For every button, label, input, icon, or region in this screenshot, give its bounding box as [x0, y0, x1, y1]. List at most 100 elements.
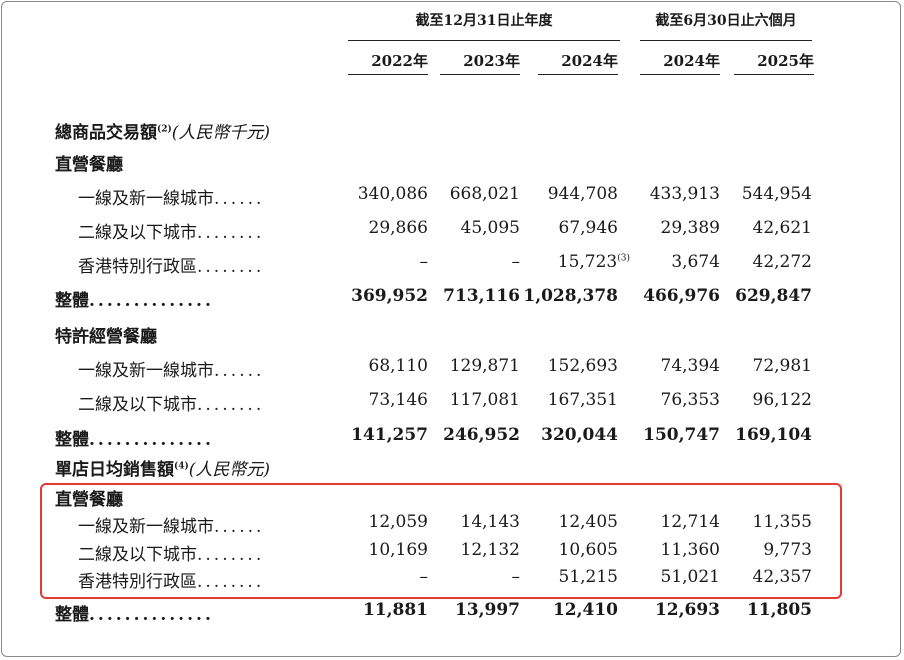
row-label: 一線及新一線城市...... — [78, 361, 265, 381]
footnote-mark: (3) — [617, 253, 630, 264]
row-label: 整體.............. — [55, 605, 214, 625]
cell-2022: – — [419, 567, 429, 587]
row-label: 二線及以下城市........ — [78, 545, 265, 565]
table-row: 二線及以下城市........ 29,866 45,095 67,946 29,… — [0, 218, 904, 248]
cell-2024: 10,605 — [558, 540, 618, 560]
cell-2022: 141,257 — [351, 425, 428, 445]
table-row-total: 整體.............. 141,257 246,952 320,044… — [0, 425, 904, 455]
cell-2023: 13,997 — [454, 600, 520, 620]
year-header-2024: 2024年 — [561, 52, 618, 70]
cell-2023: 117,081 — [449, 390, 520, 410]
cell-2025-h1: 72,981 — [752, 356, 812, 376]
group-title-direct: 直營餐廳 — [55, 490, 123, 510]
table-row: 一線及新一線城市...... 68,110 129,871 152,693 74… — [0, 356, 904, 386]
year-rule-2024-h1 — [640, 74, 720, 75]
cell-2025-h1: 42,621 — [752, 218, 812, 238]
cell-2024-h1: 74,394 — [660, 356, 720, 376]
cell-2024: 12,410 — [552, 600, 618, 620]
cell-2023: – — [511, 252, 521, 272]
cell-2023: 14,143 — [460, 512, 520, 532]
unit-label: (人民幣千元) — [171, 123, 271, 143]
row-label: 香港特別行政區........ — [78, 257, 265, 277]
cell-2025-h1: 544,954 — [741, 184, 812, 204]
cell-2024: 152,693 — [547, 356, 618, 376]
cell-2024-h1: 433,913 — [649, 184, 720, 204]
cell-2024: 1,028,378 — [523, 286, 618, 306]
cell-2024: 15,723(3) — [557, 252, 630, 272]
group-title-franchise: 特許經營餐廳 — [55, 327, 157, 347]
group-title-direct: 直營餐廳 — [55, 155, 123, 175]
cell-2025-h1: 9,773 — [763, 540, 812, 560]
header-annual-group: 截至12月31日止年度 — [415, 13, 553, 29]
table-row: 二線及以下城市........ 73,146 117,081 167,351 7… — [0, 390, 904, 420]
unit-label: (人民幣元) — [188, 460, 271, 480]
row-label: 一線及新一線城市...... — [78, 517, 265, 537]
row-label: 香港特別行政區........ — [78, 572, 265, 592]
cell-2024: 51,215 — [558, 567, 618, 587]
row-label: 一線及新一線城市...... — [78, 189, 265, 209]
header-annual-rule — [348, 40, 620, 41]
cell-2025-h1: 169,104 — [735, 425, 812, 445]
footnote-mark: (4) — [174, 461, 189, 472]
cell-2025-h1: 11,805 — [746, 600, 812, 620]
year-header-2024-h1: 2024年 — [663, 52, 720, 70]
cell-2024: 167,351 — [547, 390, 618, 410]
table-row-total: 整體.............. 11,881 13,997 12,410 12… — [0, 600, 904, 630]
table-row: 香港特別行政區........ – – 15,723(3) 3,674 42,2… — [0, 252, 904, 282]
cell-2022: 369,952 — [351, 286, 428, 306]
cell-2024-h1: 12,714 — [660, 512, 720, 532]
cell-2025-h1: 11,355 — [752, 512, 812, 532]
cell-2024-h1: 3,674 — [671, 252, 720, 272]
cell-2025-h1: 42,272 — [752, 252, 812, 272]
year-rule-2022 — [348, 74, 428, 75]
table-row: 香港特別行政區........ – – 51,215 51,021 42,357 — [0, 567, 904, 597]
year-rule-2023 — [440, 74, 520, 75]
cell-2024-h1: 29,389 — [660, 218, 720, 238]
header-half-group: 截至6月30日止六個月 — [655, 13, 797, 29]
cell-2024: 67,946 — [558, 218, 618, 238]
row-label: 整體.............. — [55, 291, 214, 311]
table-row-total: 整體.............. 369,952 713,116 1,028,3… — [0, 286, 904, 316]
cell-2022: 340,086 — [357, 184, 428, 204]
cell-2025-h1: 96,122 — [752, 390, 812, 410]
header-half-rule — [640, 40, 812, 41]
section-title-daily-sales: 單店日均銷售額(4)(人民幣元) — [55, 455, 270, 480]
cell-2024-h1: 150,747 — [643, 425, 720, 445]
cell-2022: 12,059 — [368, 512, 428, 532]
table-row: 二線及以下城市........ 10,169 12,132 10,605 11,… — [0, 540, 904, 570]
cell-2022: 10,169 — [368, 540, 428, 560]
cell-2023: – — [511, 567, 521, 587]
row-label: 二線及以下城市........ — [78, 395, 265, 415]
cell-2022: 11,881 — [362, 600, 428, 620]
year-rule-2025-h1 — [734, 74, 814, 75]
cell-2024: 944,708 — [547, 184, 618, 204]
cell-2024-h1: 466,976 — [643, 286, 720, 306]
cell-2024-h1: 51,021 — [660, 567, 720, 587]
section-title-gmv: 總商品交易額(2)(人民幣千元) — [55, 118, 270, 143]
cell-2023: 246,952 — [443, 425, 520, 445]
cell-2022: 68,110 — [368, 356, 428, 376]
cell-2024: 12,405 — [558, 512, 618, 532]
year-header-2025-h1: 2025年 — [757, 52, 814, 70]
section-title-text: 單店日均銷售額 — [55, 460, 174, 480]
year-rule-2024 — [538, 74, 618, 75]
cell-2024-h1: 12,693 — [654, 600, 720, 620]
cell-2022: 73,146 — [368, 390, 428, 410]
cell-2023: 12,132 — [460, 540, 520, 560]
cell-2023: 45,095 — [460, 218, 520, 238]
cell-2024-h1: 11,360 — [660, 540, 720, 560]
cell-2022: – — [419, 252, 429, 272]
cell-2024-h1: 76,353 — [660, 390, 720, 410]
cell-2025-h1: 42,357 — [752, 567, 812, 587]
cell-2023: 713,116 — [443, 286, 520, 306]
cell-2023: 129,871 — [449, 356, 520, 376]
row-label: 整體.............. — [55, 430, 214, 450]
cell-2022: 29,866 — [368, 218, 428, 238]
year-header-2023: 2023年 — [463, 52, 520, 70]
footnote-mark: (2) — [157, 124, 172, 135]
highlight-box — [40, 483, 842, 599]
section-title-text: 總商品交易額 — [55, 123, 157, 143]
table-row: 一線及新一線城市...... 12,059 14,143 12,405 12,7… — [0, 512, 904, 542]
cell-2025-h1: 629,847 — [735, 286, 812, 306]
